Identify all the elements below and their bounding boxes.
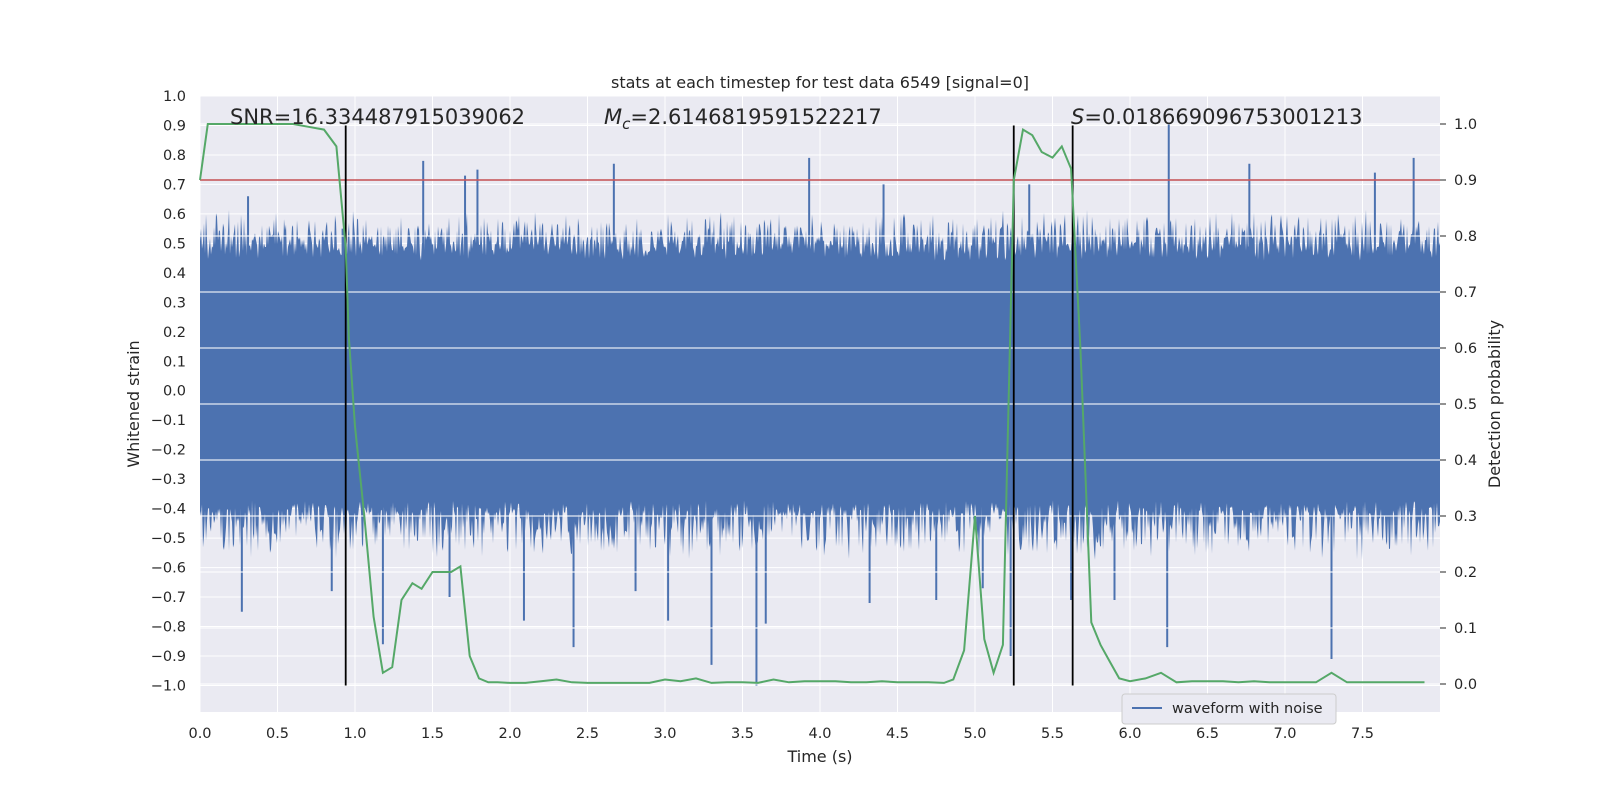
y-tick-right: 1.0 [1454,117,1477,133]
x-tick: 7.5 [1351,726,1374,742]
y-tick-right: 0.7 [1454,285,1477,301]
x-tick: 4.5 [886,726,909,742]
y-tick-right: 0.9 [1454,173,1477,189]
x-tick: 2.5 [576,726,599,742]
y-tick-left: 1.0 [163,89,186,105]
legend-box [1121,693,1337,725]
y-tick-left: 0.5 [163,236,186,252]
x-tick: 2.0 [498,726,521,742]
x-axis-label: Time (s) [786,747,852,766]
y-tick-left: −0.9 [151,649,186,665]
y-tick-right: 0.4 [1454,453,1477,469]
x-tick: 6.0 [1118,726,1141,742]
legend[interactable]: waveform with noise [1121,693,1337,725]
y-tick-left: −0.3 [151,472,186,488]
s-annotation: S=0.018669096753001213 [1071,105,1362,129]
y-axis-label-left: Whitened strain [124,340,143,467]
x-tick: 0.0 [188,726,211,742]
y-tick-left: −0.4 [151,502,186,518]
x-tick-labels: 0.0 0.5 1.0 1.5 2.0 2.5 3.0 3.5 4.0 4.5 5.0 5.5 6.0 6… [188,726,1374,742]
y-tick-right: 0.6 [1454,341,1477,357]
x-tick: 3.5 [731,726,754,742]
y-tick-right: 0.8 [1454,229,1477,245]
y-tick-left: −0.8 [151,620,186,636]
x-tick: 7.0 [1273,726,1296,742]
y-tick-left: 0.4 [163,266,186,282]
waveform-band [200,209,1440,560]
legend-label: waveform with noise [1172,701,1323,717]
detection-probability-line [199,123,1425,684]
y-tick-left: 0.6 [163,207,186,223]
y-tick-right: 0.5 [1454,397,1477,413]
y-tick-left: 0.8 [163,148,186,164]
y-tick-right: 0.2 [1454,565,1477,581]
y-axis-label-right: Detection probability [1485,320,1504,488]
y-tick-left: −0.5 [151,531,186,547]
y-tick-left: 0.2 [163,325,186,341]
x-tick: 0.5 [266,726,289,742]
y-tick-right: 0.3 [1454,509,1477,525]
y-tick-left: −0.6 [151,561,186,577]
chart-title: stats at each timestep for test data 654… [611,73,1029,92]
y-tick-right: 0.0 [1454,677,1477,693]
y-tick-left: −0.2 [151,443,186,459]
x-tick: 4.0 [808,726,831,742]
y-tick-labels-right: 1.0 0.9 0.8 0.7 0.6 0.5 0.4 0.3 0.2 0.1 0.0 [1440,117,1477,693]
y-tick-left: 0.9 [163,118,186,134]
y-tick-left: −0.1 [151,413,186,429]
y-tick-left: 0.3 [163,295,186,311]
x-tick: 1.5 [421,726,444,742]
x-tick: 1.0 [343,726,366,742]
y-tick-right: 0.1 [1454,621,1477,637]
y-tick-labels-left: 1.0 0.9 0.8 0.7 0.6 0.5 0.4 0.3 0.2 0.1 0.0 −0.1 −0.… [151,89,186,694]
y-tick-left: −1.0 [151,678,186,694]
waveform-spikes [240,122,1415,686]
y-tick-left: 0.0 [163,384,186,400]
x-tick: 5.0 [963,726,986,742]
x-tick: 6.5 [1196,726,1219,742]
x-tick: 3.0 [653,726,676,742]
chirp-mass-annotation: Mc=2.6146819591522217 [604,105,882,133]
snr-annotation: SNR=16.334487915039062 [230,105,525,129]
y-tick-left: 0.1 [163,354,186,370]
y-tick-left: 0.7 [163,177,186,193]
x-tick: 5.5 [1041,726,1064,742]
y-tick-left: −0.7 [151,590,186,606]
